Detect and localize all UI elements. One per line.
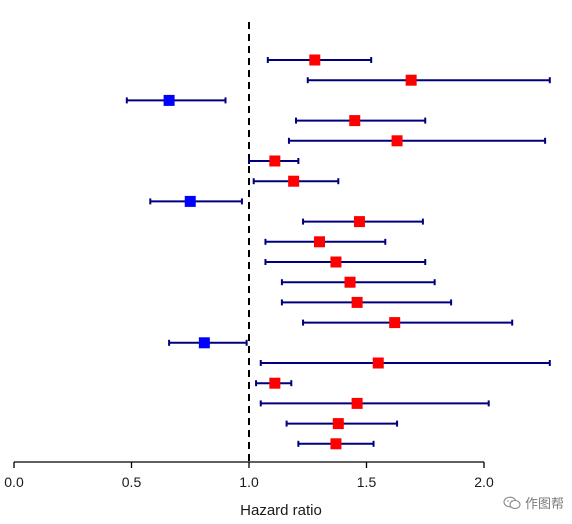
hazard-ratio-marker: [314, 236, 325, 248]
forest-row: [125, 94, 227, 106]
hazard-ratio-marker: [349, 115, 361, 127]
forest-row: [285, 418, 399, 430]
hazard-ratio-marker: [198, 337, 210, 349]
hazard-ratio-marker: [269, 155, 281, 167]
forest-row: [255, 377, 293, 389]
hazard-ratio-marker: [332, 418, 344, 430]
hazard-ratio-marker: [351, 296, 363, 308]
forest-row: [306, 74, 551, 86]
forest-row: [264, 256, 427, 268]
forest-row: [280, 276, 436, 288]
forest-row: [302, 216, 424, 228]
forest-row: [287, 135, 547, 147]
forest-row: [168, 337, 248, 349]
hazard-ratio-marker: [288, 175, 300, 187]
hazard-ratio-marker: [309, 54, 321, 66]
forest-row: [248, 155, 300, 167]
hazard-ratio-marker: [389, 317, 401, 329]
forest-row: [149, 195, 243, 207]
hazard-ratio-marker: [269, 377, 281, 389]
forest-row: [259, 397, 490, 409]
x-axis-title: Hazard ratio: [240, 502, 322, 519]
x-tick-label: 0.0: [4, 474, 24, 490]
forest-row: [295, 115, 427, 127]
forest-row: [266, 54, 373, 66]
wechat-icon: [503, 496, 521, 509]
forest-row: [252, 175, 340, 187]
x-tick-label: 1.0: [239, 474, 259, 490]
hazard-ratio-marker: [330, 256, 342, 268]
watermark: 作图帮: [503, 493, 564, 512]
hazard-ratio-marker: [330, 438, 342, 450]
hazard-ratio-marker: [405, 74, 417, 86]
hazard-ratio-marker: [184, 195, 196, 207]
x-tick-label: 1.5: [357, 474, 377, 490]
hazard-ratio-marker: [163, 94, 175, 106]
hazard-ratio-marker: [344, 276, 356, 288]
forest-row: [259, 357, 551, 369]
hazard-ratio-marker: [372, 357, 384, 369]
x-tick-label: 0.5: [122, 474, 142, 490]
forest-row: [264, 236, 387, 248]
forest-row: [302, 317, 514, 329]
x-tick-label: 2.0: [474, 474, 494, 490]
hazard-ratio-marker: [391, 135, 403, 147]
forest-row: [297, 438, 375, 450]
watermark-text: 作图帮: [524, 497, 564, 512]
hazard-ratio-marker: [353, 216, 365, 228]
forest-row: [280, 296, 453, 308]
hazard-ratio-marker: [351, 397, 363, 409]
